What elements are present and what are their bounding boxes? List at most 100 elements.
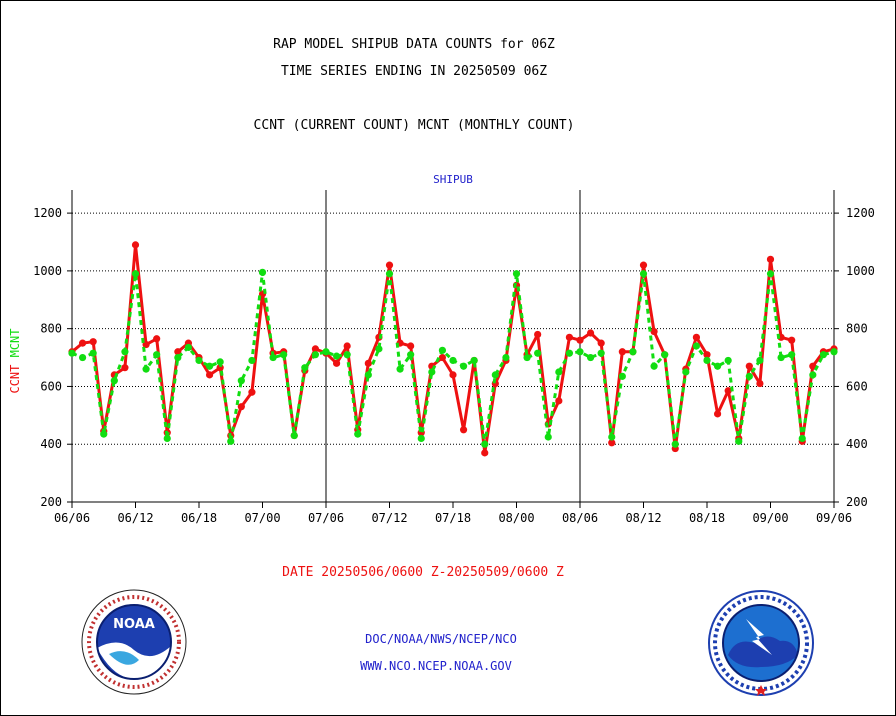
data-point-mcnt <box>449 356 457 365</box>
data-point-mcnt <box>248 356 256 365</box>
data-point-mcnt <box>565 349 574 357</box>
data-point-mcnt <box>78 353 87 362</box>
data-point-mcnt <box>354 430 362 438</box>
data-point-mcnt <box>481 440 489 448</box>
data-point-ccnt <box>237 403 245 411</box>
data-point-mcnt <box>756 356 764 365</box>
data-point-mcnt <box>407 351 415 359</box>
x-tick-label: 06/18 <box>181 511 217 525</box>
data-point-mcnt <box>639 270 648 278</box>
data-point-ccnt <box>576 336 584 344</box>
data-point-ccnt <box>343 342 351 350</box>
footer-url-link[interactable]: WWW.NCO.NCEP.NOAA.GOV <box>360 659 512 673</box>
data-point-ccnt <box>713 410 722 418</box>
data-point-ccnt <box>639 261 648 269</box>
y-tick-label-right: 600 <box>846 379 868 393</box>
data-point-ccnt <box>311 345 320 353</box>
y-tick-label-left: 200 <box>40 495 62 509</box>
y-tick-label-right: 1200 <box>846 206 875 220</box>
data-point-mcnt <box>608 433 616 441</box>
data-point-mcnt <box>555 368 563 376</box>
data-point-ccnt <box>174 348 182 356</box>
data-point-ccnt <box>618 348 626 356</box>
data-point-mcnt <box>142 365 150 373</box>
x-tick-label: 07/06 <box>308 511 344 525</box>
data-point-mcnt <box>205 362 214 370</box>
data-point-mcnt <box>745 372 753 380</box>
data-point-mcnt <box>735 437 743 445</box>
y-tick-label-left: 800 <box>40 322 62 336</box>
x-tick-label: 06/12 <box>117 511 153 525</box>
svg-text:NOAA: NOAA <box>113 617 155 632</box>
x-tick-label: 08/00 <box>498 511 534 525</box>
date-range-label: DATE 20250506/0600 Z-20250509/0600 Z <box>282 565 564 580</box>
x-tick-label: 07/00 <box>244 511 280 525</box>
x-tick-label: 08/18 <box>689 511 725 525</box>
x-tick-label: 07/12 <box>371 511 407 525</box>
data-point-mcnt <box>809 371 817 379</box>
data-point-mcnt <box>682 368 690 376</box>
x-tick-label: 09/06 <box>816 511 852 525</box>
data-point-mcnt <box>343 351 351 359</box>
data-point-ccnt <box>766 255 775 263</box>
data-point-mcnt <box>322 348 330 356</box>
data-point-mcnt <box>428 368 436 376</box>
data-point-ccnt <box>248 388 256 396</box>
data-point-ccnt <box>745 362 753 370</box>
data-point-ccnt <box>724 387 732 395</box>
data-point-ccnt <box>459 426 468 434</box>
y-tick-label-left: 400 <box>40 437 62 451</box>
x-tick-label: 08/12 <box>625 511 661 525</box>
y-tick-label-right: 400 <box>846 437 868 451</box>
nws-logo-icon <box>708 590 814 696</box>
data-point-mcnt <box>311 351 320 359</box>
data-point-mcnt <box>301 364 309 372</box>
y-axis-label: CCNT MCNT <box>8 328 22 393</box>
data-point-mcnt <box>766 270 775 278</box>
data-point-mcnt <box>375 345 383 353</box>
data-point-mcnt <box>131 270 140 278</box>
data-point-ccnt <box>153 335 161 343</box>
y-tick-label-right: 200 <box>846 495 868 509</box>
data-point-mcnt <box>269 353 277 362</box>
data-point-mcnt <box>121 348 129 356</box>
data-point-mcnt <box>576 348 584 356</box>
x-tick-label: 08/06 <box>562 511 598 525</box>
y-tick-label-left: 1200 <box>33 206 62 220</box>
data-point-mcnt <box>396 365 404 373</box>
data-point-mcnt <box>671 440 679 448</box>
data-point-mcnt <box>692 342 701 350</box>
data-point-ccnt <box>449 371 457 379</box>
x-tick-label: 07/18 <box>435 511 471 525</box>
data-point-mcnt <box>586 353 595 362</box>
data-point-ccnt <box>385 261 394 269</box>
y-tick-label-right: 800 <box>846 322 868 336</box>
data-point-ccnt <box>756 379 764 388</box>
data-point-mcnt <box>597 349 605 357</box>
data-point-ccnt <box>586 329 595 337</box>
data-point-mcnt <box>174 353 182 362</box>
data-point-ccnt <box>809 362 817 370</box>
data-point-ccnt <box>565 333 574 341</box>
data-point-mcnt <box>703 356 711 365</box>
data-point-ccnt <box>121 364 129 372</box>
data-point-mcnt <box>650 362 658 370</box>
data-point-ccnt <box>650 327 658 336</box>
footer-org-label: DOC/NOAA/NWS/NCEP/NCO <box>365 632 517 646</box>
data-point-mcnt <box>819 351 828 359</box>
data-point-mcnt <box>618 372 626 380</box>
data-point-ccnt <box>597 339 605 347</box>
data-point-mcnt <box>534 349 542 357</box>
data-point-ccnt <box>555 397 563 405</box>
data-point-mcnt <box>89 349 97 357</box>
data-point-mcnt <box>110 377 118 385</box>
data-point-ccnt <box>205 371 214 379</box>
data-point-mcnt <box>502 353 510 362</box>
data-point-ccnt <box>78 339 87 347</box>
data-point-ccnt <box>608 439 616 447</box>
data-point-mcnt <box>459 362 468 370</box>
data-point-mcnt <box>332 352 341 360</box>
data-point-mcnt <box>788 351 796 359</box>
data-point-mcnt <box>438 346 447 354</box>
